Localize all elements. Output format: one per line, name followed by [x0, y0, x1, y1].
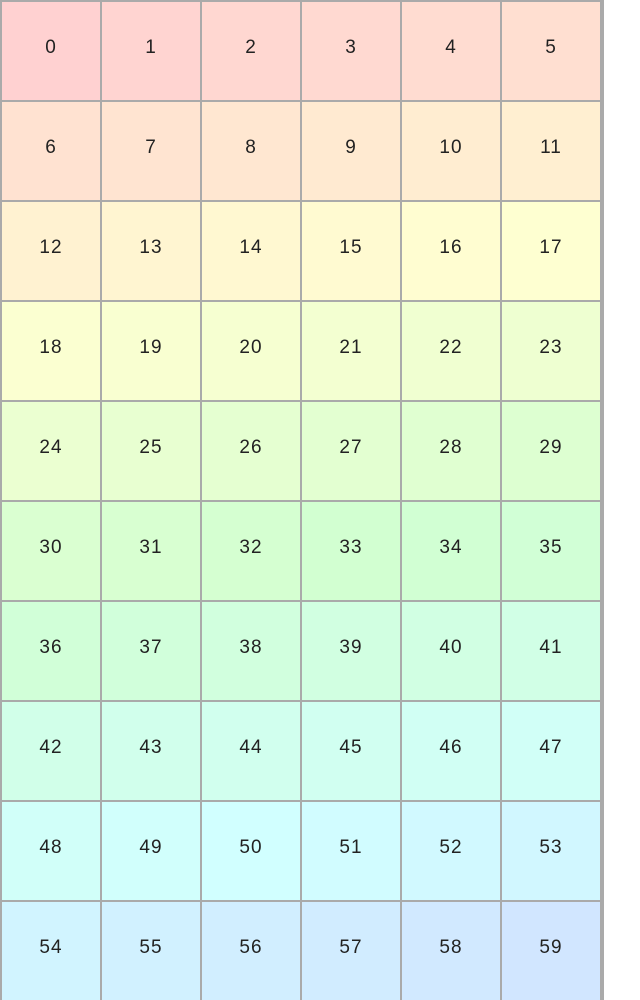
grid-cell: 40 [402, 602, 500, 700]
grid-cell: 6 [2, 102, 100, 200]
grid-cell: 26 [202, 402, 300, 500]
grid-cell: 43 [102, 702, 200, 800]
grid-cell: 57 [302, 902, 400, 1000]
grid-cell: 10 [402, 102, 500, 200]
grid-cell: 53 [502, 802, 600, 900]
grid-cell: 55 [102, 902, 200, 1000]
grid-cell: 54 [2, 902, 100, 1000]
grid-cell: 32 [202, 502, 300, 600]
grid-cell: 22 [402, 302, 500, 400]
grid-cell: 42 [2, 702, 100, 800]
grid-cell: 23 [502, 302, 600, 400]
grid-cell: 3 [302, 2, 400, 100]
grid-cell: 1 [102, 2, 200, 100]
grid-cell: 8 [202, 102, 300, 200]
grid-cell: 19 [102, 302, 200, 400]
grid-cell: 52 [402, 802, 500, 900]
grid-cell: 18 [2, 302, 100, 400]
grid-cell: 21 [302, 302, 400, 400]
grid-cell: 13 [102, 202, 200, 300]
grid-cell: 46 [402, 702, 500, 800]
grid-cell: 48 [2, 802, 100, 900]
grid-cell: 27 [302, 402, 400, 500]
grid-cell: 24 [2, 402, 100, 500]
grid-cell: 0 [2, 2, 100, 100]
grid-cell: 17 [502, 202, 600, 300]
grid-cell: 58 [402, 902, 500, 1000]
grid-cell: 31 [102, 502, 200, 600]
grid-cell: 7 [102, 102, 200, 200]
grid-cell: 35 [502, 502, 600, 600]
grid-cell: 37 [102, 602, 200, 700]
grid-cell: 14 [202, 202, 300, 300]
grid-cell: 20 [202, 302, 300, 400]
grid-cell: 38 [202, 602, 300, 700]
grid-cell: 41 [502, 602, 600, 700]
grid-cell: 2 [202, 2, 300, 100]
grid-cell: 15 [302, 202, 400, 300]
grid-cell: 45 [302, 702, 400, 800]
grid-cell: 47 [502, 702, 600, 800]
grid-cell: 49 [102, 802, 200, 900]
grid-cell: 16 [402, 202, 500, 300]
grid-cell: 59 [502, 902, 600, 1000]
grid-cell: 29 [502, 402, 600, 500]
grid-cell: 28 [402, 402, 500, 500]
grid-cell: 56 [202, 902, 300, 1000]
grid-cell: 36 [2, 602, 100, 700]
grid-cell: 51 [302, 802, 400, 900]
grid-cell: 39 [302, 602, 400, 700]
grid-cell: 44 [202, 702, 300, 800]
grid-cell: 9 [302, 102, 400, 200]
grid-cell: 34 [402, 502, 500, 600]
grid-cell: 33 [302, 502, 400, 600]
grid-cell: 5 [502, 2, 600, 100]
grid-cell: 30 [2, 502, 100, 600]
grid-cell: 4 [402, 2, 500, 100]
grid-cell: 12 [2, 202, 100, 300]
grid-cell: 50 [202, 802, 300, 900]
grid-cell: 25 [102, 402, 200, 500]
grid-cell: 11 [502, 102, 600, 200]
number-grid: 0 1 2 3 4 5 6 7 8 9 10 11 12 13 14 15 16 17 18 19 20 21 22 23 24… [0, 0, 604, 1000]
